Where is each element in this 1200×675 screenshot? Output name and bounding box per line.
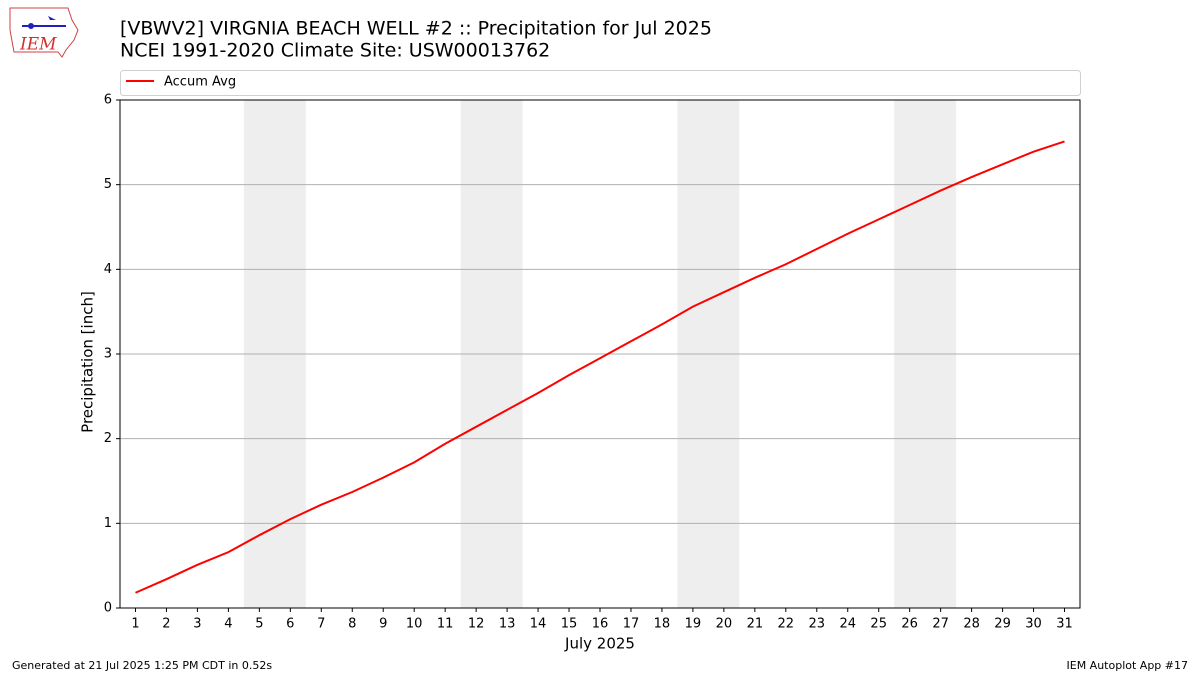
y-tick-label: 2: [104, 431, 112, 446]
y-tick-label: 5: [104, 177, 112, 192]
chart-subtitle: NCEI 1991-2020 Climate Site: USW00013762: [120, 40, 550, 62]
x-tick-label: 25: [870, 617, 887, 632]
x-tick-label: 18: [654, 617, 671, 632]
x-tick-label: 10: [406, 617, 423, 632]
y-axis-label: Precipitation [inch]: [79, 291, 97, 433]
x-tick-label: 16: [592, 617, 609, 632]
x-tick-label: 3: [193, 617, 201, 632]
x-tick-label: 6: [286, 617, 294, 632]
y-tick-label: 0: [104, 601, 112, 616]
x-tick-label: 9: [379, 617, 387, 632]
logo-dot: [28, 23, 34, 29]
x-tick-label: 11: [437, 617, 454, 632]
x-tick-label: 7: [317, 617, 325, 632]
x-tick-label: 2: [162, 617, 170, 632]
y-tick-label: 1: [104, 516, 112, 531]
x-tick-label: 4: [224, 617, 232, 632]
logo-shape: [48, 16, 56, 20]
chart-title: [VBWV2] VIRGNIA BEACH WELL #2 :: Precipi…: [120, 18, 712, 40]
x-tick-label: 8: [348, 617, 356, 632]
x-tick-label: 17: [623, 617, 640, 632]
footer-left: Generated at 21 Jul 2025 1:25 PM CDT in …: [12, 659, 272, 672]
footer-right: IEM Autoplot App #17: [1067, 659, 1189, 672]
y-tick-label: 6: [104, 93, 112, 108]
legend-label: Accum Avg: [164, 75, 236, 90]
x-tick-label: 22: [778, 617, 795, 632]
x-tick-label: 5: [255, 617, 263, 632]
x-axis-label: July 2025: [564, 635, 635, 653]
x-tick-label: 21: [747, 617, 764, 632]
logo-text: IEM: [19, 35, 57, 55]
x-tick-label: 20: [716, 617, 733, 632]
x-tick-label: 14: [530, 617, 547, 632]
x-tick-label: 28: [963, 617, 980, 632]
x-tick-label: 13: [499, 617, 516, 632]
x-tick-label: 19: [685, 617, 702, 632]
x-tick-label: 26: [901, 617, 918, 632]
x-tick-label: 12: [468, 617, 485, 632]
y-tick-label: 3: [104, 347, 112, 362]
x-tick-label: 31: [1056, 617, 1073, 632]
x-tick-label: 24: [839, 617, 856, 632]
x-tick-label: 29: [994, 617, 1011, 632]
logo-outline: [9, 7, 79, 58]
series-line: [135, 140, 1065, 594]
legend-box: [120, 70, 1081, 96]
x-tick-label: 1: [131, 617, 139, 632]
x-tick-label: 27: [932, 617, 949, 632]
x-tick-label: 23: [809, 617, 826, 632]
logo: IEM: [9, 7, 79, 58]
x-tick-label: 30: [1025, 617, 1042, 632]
x-tick-label: 15: [561, 617, 578, 632]
y-tick-label: 4: [104, 262, 112, 277]
plot-frame: [119, 99, 1081, 609]
